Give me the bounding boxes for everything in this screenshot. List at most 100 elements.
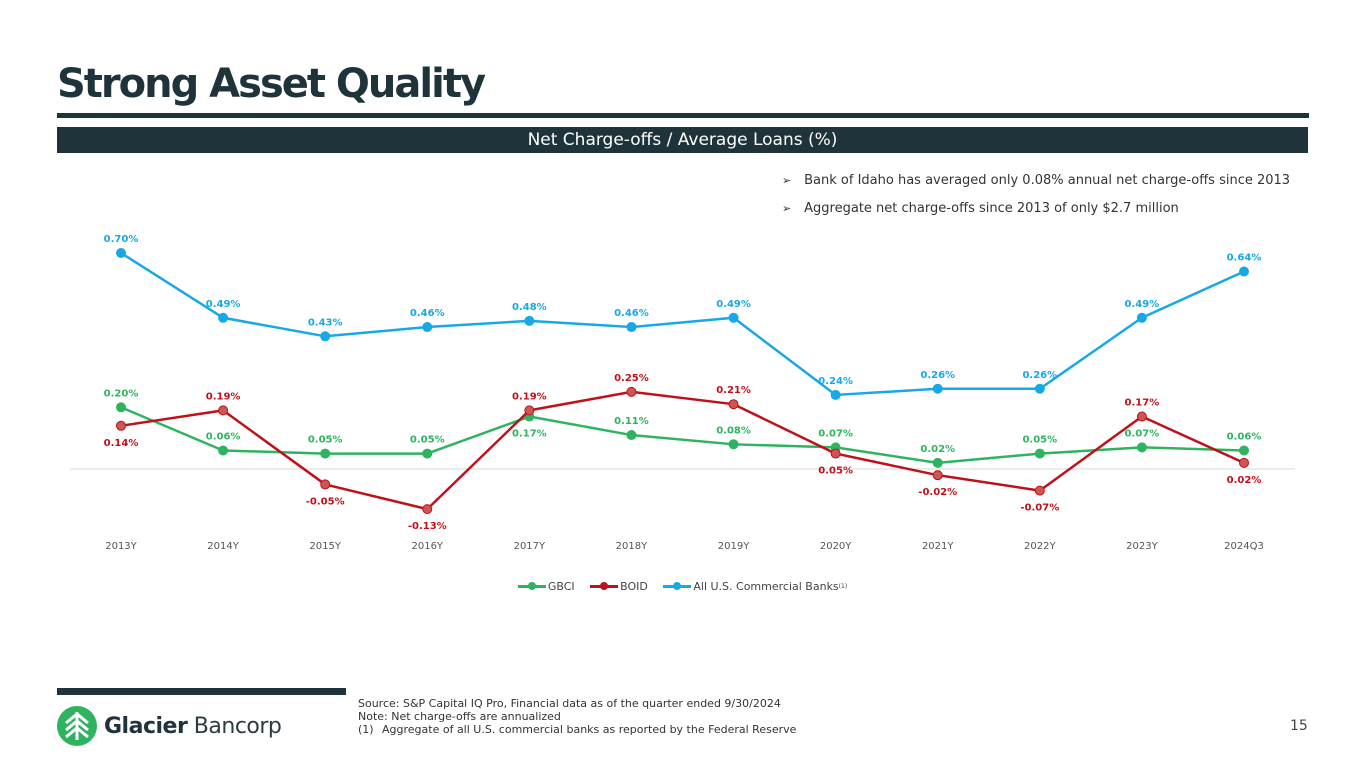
data-point [422, 504, 433, 515]
data-label: 0.46% [614, 308, 649, 319]
data-label: 0.05% [818, 466, 853, 477]
data-label: 0.26% [1022, 370, 1057, 381]
data-label: 0.25% [614, 373, 649, 384]
data-label: 0.43% [308, 317, 343, 328]
footnote-number: (1) [358, 723, 374, 736]
data-point [1034, 485, 1045, 496]
legend-item-boid: BOID [590, 580, 648, 593]
x-tick-label: 2016Y [411, 541, 443, 552]
footer-divider [57, 688, 346, 695]
bullet-text: Aggregate net charge-offs since 2013 of … [804, 201, 1179, 216]
data-point [1034, 383, 1045, 394]
source-line: Source: S&P Capital IQ Pro, Financial da… [358, 697, 781, 710]
legend-swatch [517, 582, 546, 590]
data-label: 0.49% [716, 299, 751, 310]
data-label: 0.06% [1227, 431, 1262, 442]
data-label: 0.08% [716, 425, 751, 436]
data-point [524, 315, 535, 326]
data-label: -0.02% [918, 487, 957, 498]
data-point [626, 386, 637, 397]
data-label: 0.21% [716, 385, 751, 396]
series-line-boid [120, 390, 1245, 511]
data-label: 0.70% [104, 234, 139, 245]
bullet-item: ➢ Aggregate net charge-offs since 2013 o… [782, 198, 1290, 226]
data-point [1239, 266, 1249, 277]
chart-legend: GBCI BOID All U.S. Commercial Banks (1) [0, 578, 1365, 593]
data-label: 0.06% [206, 431, 241, 442]
legend-label: GBCI [547, 580, 575, 593]
x-tick-label: 2019Y [718, 541, 750, 552]
data-point [116, 247, 126, 258]
series-line-gbci [120, 406, 1245, 465]
data-point [728, 439, 739, 450]
data-label: 0.07% [818, 428, 853, 439]
data-point [932, 457, 943, 468]
data-label: 0.17% [1125, 398, 1160, 409]
data-label: 0.46% [410, 308, 445, 319]
bullet-item: ➢ Bank of Idaho has averaged only 0.08% … [782, 170, 1290, 198]
legend-label: BOID [620, 580, 648, 593]
data-label: 0.05% [308, 435, 343, 446]
legend-item-all-banks: All U.S. Commercial Banks (1) [663, 580, 847, 593]
legend-item-gbci: GBCI [517, 580, 575, 593]
page-number: 15 [1290, 718, 1308, 734]
data-point [728, 399, 739, 410]
x-tick-label: 2023Y [1126, 541, 1158, 552]
footnote-line: (1) Aggregate of all U.S. commercial bank… [358, 723, 796, 736]
x-tick-label: 2020Y [820, 541, 852, 552]
data-point [116, 402, 126, 413]
data-point [1239, 457, 1249, 468]
x-tick-label: 2021Y [922, 541, 954, 552]
data-label: 0.02% [920, 444, 955, 455]
data-label: 0.26% [920, 370, 955, 381]
source-notes: Source: S&P Capital IQ Pro, Financial da… [358, 697, 796, 736]
data-label: 0.05% [410, 435, 445, 446]
data-point [218, 312, 229, 323]
data-point [524, 405, 535, 416]
data-point [1034, 448, 1045, 459]
x-tick-label: 2013Y [105, 541, 137, 552]
series-line-all-u-s-commercial-banks [120, 251, 1245, 397]
legend-label: All U.S. Commercial Banks [693, 580, 839, 593]
x-tick-label: 2015Y [309, 541, 341, 552]
data-point [932, 383, 943, 394]
data-point [422, 322, 433, 333]
data-point [830, 448, 841, 459]
footnote-text: Aggregate of all U.S. commercial banks a… [382, 723, 797, 736]
page-title: Strong Asset Quality [57, 61, 486, 107]
legend-swatch [590, 582, 619, 590]
logo-word-light: Bancorp [193, 713, 282, 739]
arrowhead-right-icon: ➢ [782, 202, 792, 215]
company-logo: Glacier Bancorp [57, 706, 282, 746]
key-points: ➢ Bank of Idaho has averaged only 0.08% … [782, 170, 1290, 226]
data-point [320, 479, 331, 490]
data-point [1136, 312, 1147, 323]
data-label: -0.07% [1020, 503, 1059, 514]
data-label: 0.48% [512, 302, 547, 313]
x-tick-label: 2018Y [616, 541, 648, 552]
data-point [218, 445, 229, 456]
data-label: -0.05% [306, 496, 345, 507]
data-point [116, 420, 126, 431]
legend-footnote-mark: (1) [838, 583, 848, 590]
data-point [1239, 445, 1249, 456]
data-label: 0.05% [1022, 435, 1057, 446]
data-point [422, 448, 433, 459]
data-point [626, 430, 637, 441]
data-point [320, 331, 331, 342]
data-label: 0.02% [1227, 475, 1262, 486]
data-label: 0.20% [104, 388, 139, 399]
data-label: -0.13% [408, 521, 447, 532]
data-point [932, 470, 943, 481]
legend-swatch [663, 582, 692, 590]
logo-word-bold: Glacier [104, 713, 188, 739]
data-point [626, 322, 637, 333]
data-label: 0.49% [1125, 299, 1160, 310]
data-label: 0.17% [512, 429, 547, 440]
x-tick-label: 2014Y [207, 541, 239, 552]
data-label: 0.14% [104, 438, 139, 449]
pine-tree-icon [57, 706, 97, 746]
data-label: 0.11% [614, 416, 649, 427]
data-label: 0.49% [206, 299, 241, 310]
